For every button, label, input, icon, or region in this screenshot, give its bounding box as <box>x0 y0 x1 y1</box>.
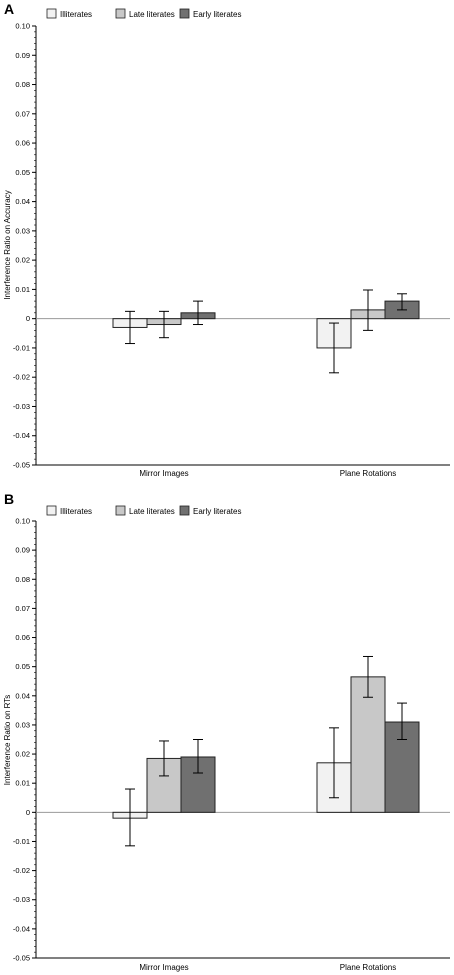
y-tick-label: -0.01 <box>13 343 30 352</box>
y-tick-label: 0.05 <box>15 662 30 671</box>
x-category-label: Mirror Images <box>139 469 188 478</box>
y-tick-label: 0.06 <box>15 633 30 642</box>
chart-panel-b: B 0.10 0.09 0.08 0.07 0.06 0.05 0.04 0.03 0.02 0.0… <box>3 491 450 972</box>
legend-label-early-literates: Early literates <box>193 10 241 19</box>
y-tick-label: 0 <box>26 808 30 817</box>
panel-label: B <box>4 491 14 507</box>
legend-label-early-literates: Early literates <box>193 507 241 516</box>
legend-label-late-literates: Late literates <box>129 507 175 516</box>
y-tick-label: 0.08 <box>15 575 30 584</box>
legend-swatch-late-literates <box>115 505 126 516</box>
y-tick-label: 0.04 <box>15 691 30 700</box>
y-tick-label: 0.09 <box>15 51 30 60</box>
y-tick-label: -0.05 <box>13 954 30 963</box>
y-tick-label: -0.03 <box>13 402 30 411</box>
x-category-label: Mirror Images <box>139 963 188 972</box>
y-tick-label: -0.04 <box>13 924 30 933</box>
y-tick-label: 0.01 <box>15 285 30 294</box>
y-tick-label: -0.03 <box>13 895 30 904</box>
y-tick-label: -0.02 <box>13 866 30 875</box>
y-tick-label: 0.09 <box>15 546 30 555</box>
y-axis-label: Interference Ratio on RTs <box>3 695 12 786</box>
legend-swatch-illiterates <box>46 8 57 19</box>
panel-label: A <box>4 1 14 17</box>
y-tick-label: 0.10 <box>15 517 30 526</box>
legend-label-illiterates: Illiterates <box>60 507 92 516</box>
y-tick-label: 0.08 <box>15 80 30 89</box>
y-tick-label: -0.05 <box>13 461 30 470</box>
legend-swatch-late-literates <box>115 8 126 19</box>
y-tick-label: -0.04 <box>13 431 30 440</box>
legend: Illiterates Late literates Early literates <box>46 505 241 516</box>
y-tick-label: 0.03 <box>15 720 30 729</box>
chart-panel-a: A0.10 0.09 0.08 0.07 0.06 0.05 0.04 0.03 0.02 0.0… <box>3 1 450 478</box>
y-tick-label: 0.02 <box>15 256 30 265</box>
legend-swatch-early-literates <box>179 505 190 516</box>
y-tick-label: 0 <box>26 314 30 323</box>
y-tick-label: 0.04 <box>15 197 30 206</box>
y-tick-label: 0.05 <box>15 168 30 177</box>
y-tick-label: -0.02 <box>13 373 30 382</box>
y-tick-label: 0.10 <box>15 22 30 31</box>
y-tick-label: 0.01 <box>15 779 30 788</box>
legend: Illiterates Late literates Early literates <box>46 8 241 19</box>
y-tick-label: 0.02 <box>15 750 30 759</box>
y-axis-label: Interference Ratio on Accuracy <box>3 190 12 299</box>
y-tick-label: 0.07 <box>15 604 30 613</box>
y-tick-label: 0.06 <box>15 139 30 148</box>
legend-label-illiterates: Illiterates <box>60 10 92 19</box>
legend-swatch-early-literates <box>179 8 190 19</box>
y-tick-label: -0.01 <box>13 837 30 846</box>
legend-swatch-illiterates <box>46 505 57 516</box>
legend-label-late-literates: Late literates <box>129 10 175 19</box>
bar-late-literates-plane-rotations <box>350 676 386 813</box>
y-tick-label: 0.03 <box>15 226 30 235</box>
y-tick-label: 0.07 <box>15 109 30 118</box>
x-category-label: Plane Rotations <box>340 963 396 972</box>
x-category-label: Plane Rotations <box>340 469 396 478</box>
